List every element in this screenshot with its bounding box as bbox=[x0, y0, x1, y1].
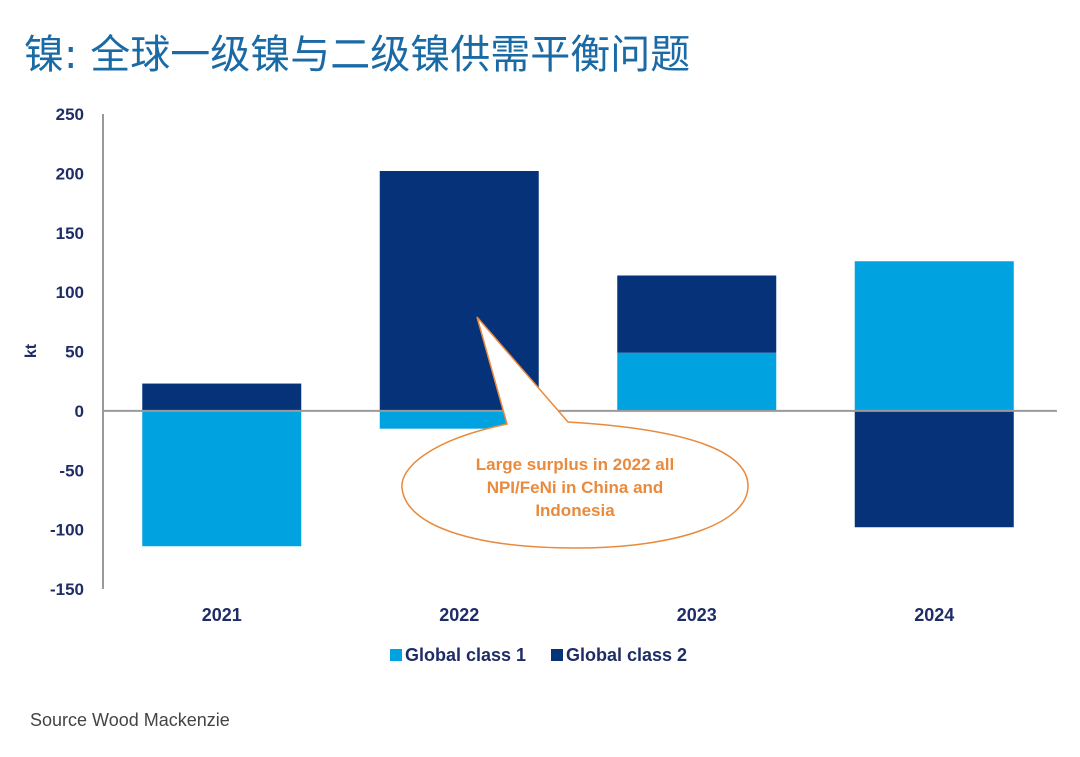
legend-swatch-class2 bbox=[551, 649, 563, 661]
bar-class1-2022 bbox=[379, 410, 539, 429]
y-tick-label: 150 bbox=[56, 224, 84, 243]
y-tick-label: 250 bbox=[56, 105, 84, 124]
bar-class1-2021 bbox=[142, 410, 302, 547]
legend: Global class 1 Global class 2 bbox=[390, 645, 687, 665]
bar-class1-2024 bbox=[854, 261, 1014, 411]
annotation-line-3: Indonesia bbox=[535, 501, 615, 520]
y-tick-label: 50 bbox=[65, 343, 84, 362]
y-tick-label: -50 bbox=[59, 461, 84, 480]
annotation-bubble bbox=[401, 316, 749, 549]
annotation-line-2: NPI/FeNi in China and bbox=[487, 478, 664, 497]
x-tick-label: 2022 bbox=[439, 605, 479, 625]
x-tick-label: 2024 bbox=[914, 605, 954, 625]
y-tick-label: -100 bbox=[50, 521, 84, 540]
bar-class2-2023 bbox=[617, 275, 777, 353]
y-tick-label: 100 bbox=[56, 283, 84, 302]
x-tick-label: 2021 bbox=[202, 605, 242, 625]
y-tick-label: -150 bbox=[50, 580, 84, 599]
source-note: Source Wood Mackenzie bbox=[30, 710, 230, 730]
x-tick-labels: 2021 2022 2023 2024 bbox=[202, 605, 955, 625]
chart-title: 镍: 全球一级镍与二级镍供需平衡问题 bbox=[24, 32, 691, 78]
bar-class2-2024 bbox=[854, 410, 1014, 528]
legend-label-class1: Global class 1 bbox=[405, 645, 526, 665]
bar-class2-2021 bbox=[142, 383, 302, 411]
y-tick-label: 0 bbox=[75, 402, 84, 421]
legend-swatch-class1 bbox=[390, 649, 402, 661]
legend-label-class2: Global class 2 bbox=[566, 645, 687, 665]
x-tick-label: 2023 bbox=[677, 605, 717, 625]
annotation-callout: Large surplus in 2022 all NPI/FeNi in Ch… bbox=[401, 316, 749, 549]
y-axis-label: kt bbox=[23, 343, 40, 358]
annotation-line-1: Large surplus in 2022 all bbox=[476, 455, 674, 474]
bar-class1-2023 bbox=[617, 352, 777, 411]
y-tick-labels: 250 200 150 100 50 0 -50 -100 -150 bbox=[50, 105, 84, 599]
y-tick-label: 200 bbox=[56, 164, 84, 183]
